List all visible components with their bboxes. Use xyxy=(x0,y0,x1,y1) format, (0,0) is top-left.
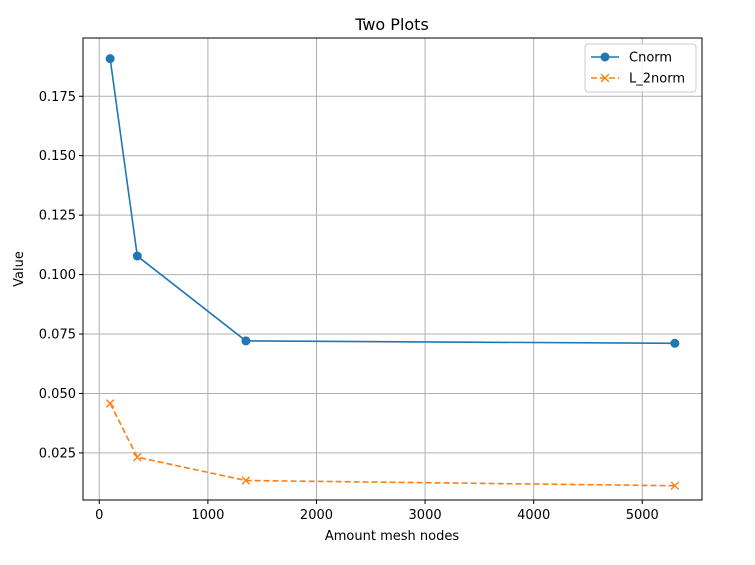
legend-l-2norm-point xyxy=(600,73,610,83)
legend-label: L_2norm xyxy=(629,72,685,87)
x-tick-label: 5000 xyxy=(626,508,659,523)
l-2norm-point xyxy=(133,452,142,462)
legend: Cnorm L_2norm xyxy=(584,43,697,93)
x-tick-label: 4000 xyxy=(517,508,550,523)
x-tick-label: 1000 xyxy=(191,508,224,523)
x-tick-label: 2000 xyxy=(300,508,333,523)
x-tick-label: 0 xyxy=(95,508,103,523)
cnorm-point xyxy=(670,338,680,348)
y-tick-label: 0.050 xyxy=(39,387,76,402)
l-2norm-point xyxy=(241,476,251,485)
series-cnorm xyxy=(105,54,680,348)
series-line-cnorm xyxy=(109,58,675,345)
x-axis-label: Amount mesh nodes xyxy=(325,529,459,544)
legend-entry-l-2norm: L_2norm xyxy=(591,72,685,87)
plot-frame xyxy=(82,37,703,501)
legend-entry-cnorm: Cnorm xyxy=(591,51,672,66)
y-tick-label: 0.100 xyxy=(39,268,76,283)
legend-label: Cnorm xyxy=(629,51,672,66)
y-axis-label: Value xyxy=(12,251,27,287)
series-line-l-2norm xyxy=(109,403,675,487)
l-2norm-point xyxy=(105,399,115,408)
cnorm-point xyxy=(241,336,251,346)
l-2norm-point xyxy=(670,481,680,491)
legend-box xyxy=(584,43,697,93)
y-tick-label: 0.125 xyxy=(39,209,76,224)
series-lines xyxy=(105,54,680,491)
y-tick-label: 0.175 xyxy=(39,90,76,105)
y-tick-label: 0.150 xyxy=(39,149,76,164)
cnorm-point xyxy=(132,251,142,261)
cnorm-point xyxy=(105,54,115,64)
y-tick-label: 0.025 xyxy=(39,446,76,461)
legend-cnorm-point xyxy=(600,52,610,62)
series-l-2norm xyxy=(105,399,680,491)
x-tick-label: 3000 xyxy=(409,508,442,523)
chart-title: Two Plots xyxy=(354,15,429,34)
axis-ticks: 0 1000 2000 3000 4000 5000 0.025 0.050 0.075 0.10… xyxy=(39,90,659,523)
y-tick-label: 0.075 xyxy=(39,328,76,343)
grid xyxy=(83,38,702,500)
